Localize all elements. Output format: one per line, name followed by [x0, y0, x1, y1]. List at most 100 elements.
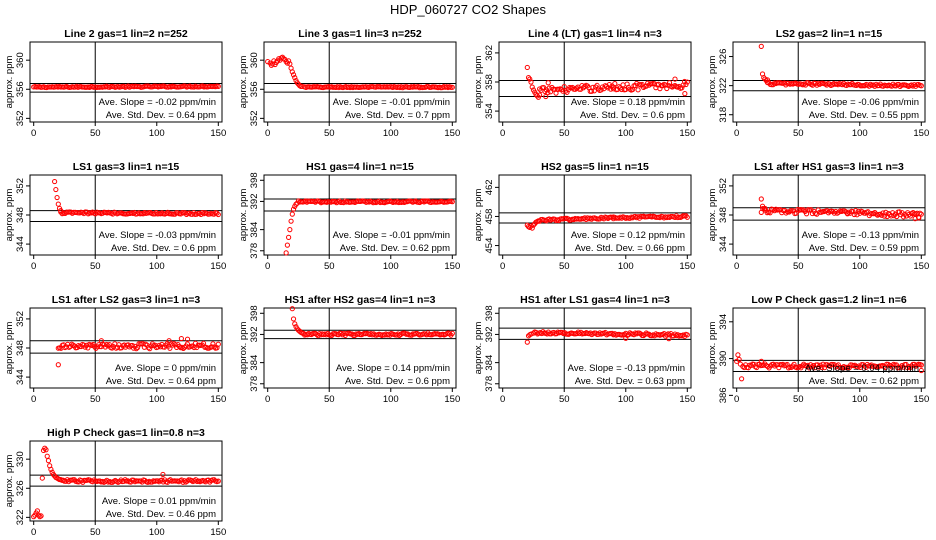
data-point	[293, 201, 299, 207]
y-tick-label: 352	[15, 311, 26, 327]
chart-panel: HS2 gas=5 lin=1 n=15 0 50 100 150 454 458 462ap…	[473, 161, 695, 272]
x-tick-label: 0	[500, 394, 505, 405]
y-tick-label: 354	[484, 103, 495, 119]
plot-frame	[263, 41, 457, 123]
chart-panel: LS1 after LS2 gas=3 lin=1 n=3 0 50 100 150 34…	[4, 294, 226, 405]
data-point	[758, 196, 764, 202]
x-tick-label: 50	[90, 261, 101, 272]
stddev-annotation: Ave. Std. Dev. = 0.62 ppm	[809, 376, 919, 387]
x-tick-label: 150	[444, 128, 460, 139]
slope-annotation: Ave. Slope = -0.06 ppm/min	[802, 97, 919, 108]
panel-title: LS1 gas=3 lin=1 n=15	[73, 161, 180, 173]
y-tick-label: 398	[249, 305, 260, 321]
data-point	[821, 365, 828, 371]
data-point	[289, 69, 295, 75]
chart-panel: HS1 gas=4 lin=1 n=15 0 50 100 150 378 384 392 39…	[238, 161, 460, 272]
y-axis-label: approx. ppm	[4, 189, 15, 242]
data-point	[575, 329, 581, 335]
data-point	[45, 458, 52, 464]
x-tick-label: 100	[852, 394, 868, 405]
y-tick-label: 454	[484, 238, 495, 254]
panel-title: HS1 after HS2 gas=4 lin=1 n=3	[285, 294, 436, 306]
data-point	[294, 200, 300, 206]
y-tick-label: 392	[249, 194, 260, 210]
x-tick-label: 0	[734, 394, 739, 405]
data-point	[283, 250, 289, 256]
plot-frame	[29, 41, 223, 123]
y-axis-label: approx. ppm	[4, 56, 15, 109]
data-point	[844, 210, 851, 217]
x-tick-label: 100	[149, 128, 165, 139]
data-point	[672, 76, 678, 82]
data-point	[66, 478, 72, 485]
data-point	[657, 86, 663, 92]
x-tick-label: 50	[324, 128, 335, 139]
data-point	[543, 93, 549, 100]
data-point	[609, 330, 615, 336]
stddev-annotation: Ave. Std. Dev. = 0.66 ppm	[575, 243, 685, 254]
x-tick-label: 50	[324, 261, 335, 272]
data-point	[289, 306, 295, 312]
data-point	[290, 316, 297, 322]
data-point	[758, 358, 764, 364]
y-tick-label: 378	[249, 376, 260, 392]
panel-title: Low P Check gas=1.2 lin=1 n=6	[751, 294, 906, 306]
slope-annotation: Ave. Slope = -0.02 ppm/min	[99, 97, 216, 108]
panel-title: LS1 after LS2 gas=3 lin=1 n=3	[52, 294, 201, 306]
data-point	[918, 362, 924, 368]
data-point	[562, 88, 569, 94]
data-point	[336, 198, 342, 204]
x-tick-label: 50	[559, 128, 570, 139]
data-point	[352, 332, 358, 339]
slope-annotation: Ave. Slope = 0.01 ppm/min	[102, 496, 216, 507]
data-point	[166, 338, 172, 344]
x-tick-label: 100	[383, 128, 399, 139]
data-point	[684, 79, 690, 85]
x-tick-label: 50	[793, 261, 804, 272]
x-tick-label: 0	[31, 394, 36, 405]
y-tick-label: 322	[15, 509, 26, 525]
stddev-annotation: Ave. Std. Dev. = 0.64 ppm	[106, 376, 216, 387]
data-point	[55, 362, 61, 368]
data-point	[104, 341, 110, 348]
data-point	[214, 210, 220, 216]
data-point	[286, 234, 292, 240]
chart-panel: Line 4 (LT) gas=1 lin=4 n=3 0 50 100 150 354 3…	[473, 28, 695, 139]
x-tick-label: 0	[500, 261, 505, 272]
data-point	[762, 205, 768, 212]
y-tick-label: 356	[249, 81, 260, 97]
chart-panel: Line 3 gas=1 lin=3 n=252 0 50 100 150 352 356 3…	[238, 28, 460, 139]
x-tick-label: 0	[734, 261, 739, 272]
data-point	[527, 76, 533, 82]
data-point	[684, 332, 690, 338]
data-point	[529, 84, 535, 90]
slope-annotation: Ave. Slope = -0.13 ppm/min	[802, 230, 919, 241]
x-tick-label: 150	[913, 128, 929, 139]
y-tick-label: 392	[484, 327, 495, 343]
y-tick-label: 352	[15, 178, 26, 194]
chart-panel: LS1 after HS1 gas=3 lin=1 n=3 0 50 100 150 34…	[707, 161, 929, 272]
data-point	[338, 330, 344, 336]
x-tick-label: 100	[852, 261, 868, 272]
y-axis-label: approx. ppm	[4, 322, 15, 375]
x-tick-label: 50	[793, 394, 804, 405]
y-tick-label: 352	[249, 110, 260, 126]
data-point	[524, 64, 530, 71]
data-point	[764, 77, 771, 83]
x-tick-label: 50	[559, 394, 570, 405]
y-tick-label: 348	[718, 207, 729, 223]
data-point	[595, 86, 602, 92]
slope-annotation: Ave. Slope = -0.01 ppm/min	[333, 97, 450, 108]
panel-title: LS1 after HS1 gas=3 lin=1 n=3	[754, 161, 904, 173]
data-point	[292, 321, 298, 327]
data-point	[796, 363, 803, 370]
x-tick-label: 150	[210, 128, 226, 139]
x-tick-label: 50	[559, 261, 570, 272]
slope-annotation: Ave. Slope = 0.12 ppm/min	[571, 230, 685, 241]
data-point	[665, 82, 671, 88]
data-point	[758, 43, 764, 49]
data-point	[737, 361, 743, 367]
data-point	[598, 87, 604, 93]
panel-title: LS2 gas=2 lin=1 n=15	[776, 28, 883, 40]
chart-panel: HS1 after LS1 gas=4 lin=1 n=3 0 50 100 150 37…	[473, 294, 695, 405]
